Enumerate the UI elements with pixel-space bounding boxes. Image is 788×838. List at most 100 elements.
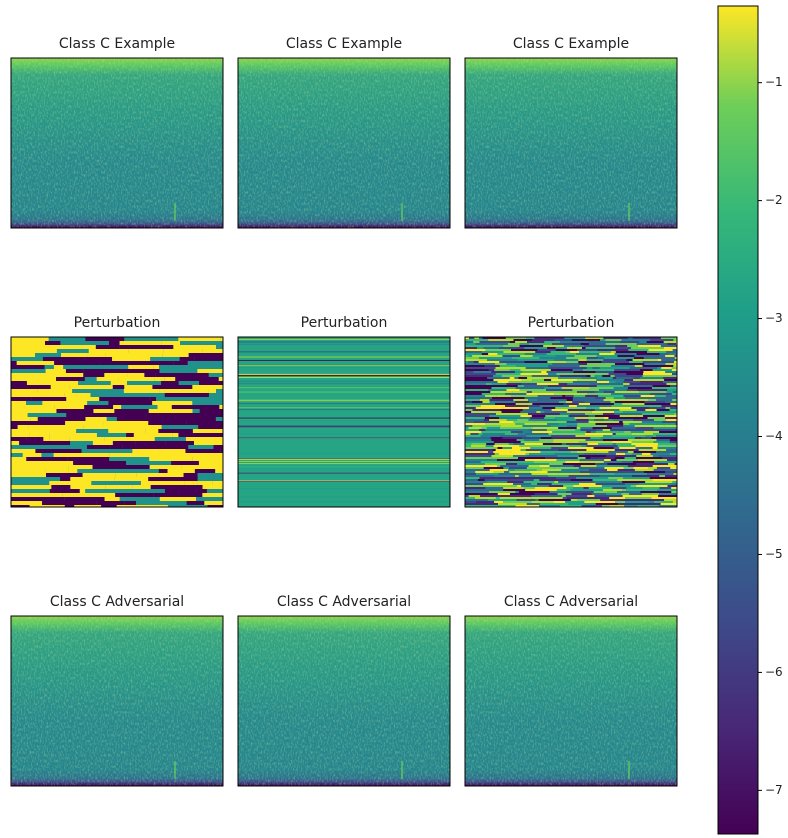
stripe: [136, 441, 165, 445]
stripe: [616, 351, 647, 353]
stripe: [111, 365, 128, 369]
stripe: [633, 359, 643, 361]
stripe: [626, 373, 643, 375]
stripe: [522, 379, 532, 381]
stripe: [562, 443, 566, 445]
stripe: [465, 339, 488, 341]
stripe: [547, 347, 556, 349]
stripe: [54, 405, 67, 409]
stripe: [587, 441, 612, 443]
stripe: [11, 365, 45, 369]
stripe: [67, 453, 110, 457]
stripe: [672, 375, 676, 377]
stripe: [471, 443, 486, 445]
stripe: [566, 487, 573, 489]
stripe: [513, 391, 527, 393]
stripe: [589, 343, 606, 345]
stripe: [238, 437, 450, 438]
stripe: [529, 401, 559, 403]
stripe: [511, 395, 538, 397]
stripe: [483, 347, 498, 349]
stripe: [551, 369, 573, 371]
stripe: [563, 391, 577, 393]
stripe: [517, 439, 525, 441]
stripe: [598, 391, 604, 393]
stripe: [112, 357, 150, 361]
stripe: [496, 449, 521, 451]
colorbar: [718, 6, 758, 834]
stripe: [648, 349, 672, 351]
stripe: [193, 409, 200, 413]
stripe: [611, 365, 626, 367]
stripe: [653, 447, 658, 449]
stripe: [594, 495, 622, 497]
stripe: [543, 343, 552, 345]
stripe: [482, 393, 505, 395]
stripe: [566, 401, 572, 403]
stripe: [524, 347, 547, 349]
stripe: [646, 435, 653, 437]
stripe: [485, 395, 497, 397]
stripe: [104, 373, 127, 377]
stripe: [238, 409, 450, 410]
stripe: [493, 449, 496, 451]
stripe: [576, 419, 588, 421]
stripe: [554, 393, 587, 395]
stripe: [623, 423, 629, 425]
stripe: [634, 417, 648, 419]
stripe: [611, 351, 616, 353]
stripe: [573, 369, 583, 371]
stripe: [465, 445, 471, 447]
stripe: [643, 415, 665, 417]
panel-title: Class C Adversarial: [277, 594, 411, 610]
stripe: [542, 469, 562, 471]
stripe: [173, 361, 188, 365]
stripe: [607, 425, 623, 427]
colorbar-tick-label: −6: [765, 665, 783, 679]
stripe: [626, 365, 634, 367]
stripe: [614, 371, 643, 373]
stripe: [604, 417, 608, 419]
stripe: [491, 439, 516, 441]
stripe: [586, 497, 609, 499]
stripe: [42, 401, 87, 405]
stripe: [586, 407, 591, 409]
stripe: [600, 367, 630, 369]
stripe: [659, 387, 685, 389]
stripe: [489, 419, 507, 421]
stripe: [493, 375, 502, 377]
stripe: [648, 467, 657, 469]
stripe: [96, 501, 124, 505]
stripe: [174, 413, 205, 417]
stripe: [528, 405, 540, 407]
stripe: [656, 439, 670, 441]
stripe: [83, 373, 104, 377]
stripe: [619, 447, 636, 449]
stripe: [558, 427, 576, 429]
stripe: [636, 415, 643, 417]
stripe: [662, 405, 685, 407]
stripe: [672, 369, 684, 371]
panel-title: Class C Example: [59, 36, 175, 52]
spectrogram-noise: [465, 616, 677, 786]
figure: Class C ExampleClass C ExampleClass C Ex…: [0, 0, 788, 838]
stripe: [658, 445, 682, 447]
stripe: [11, 345, 37, 349]
stripe: [579, 403, 590, 405]
stripe: [675, 429, 696, 431]
stripe: [151, 485, 203, 489]
stripe: [192, 457, 234, 461]
stripe: [238, 496, 450, 497]
stripe: [149, 457, 192, 461]
stripe: [597, 381, 609, 383]
stripe: [480, 435, 499, 437]
stripe: [192, 385, 226, 389]
stripe: [585, 401, 611, 403]
stripe: [532, 339, 551, 341]
stripe: [465, 503, 498, 505]
stripe: [11, 401, 26, 405]
stripe: [567, 425, 577, 427]
stripe: [531, 483, 537, 485]
stripe: [115, 473, 136, 477]
stripe: [566, 495, 587, 497]
